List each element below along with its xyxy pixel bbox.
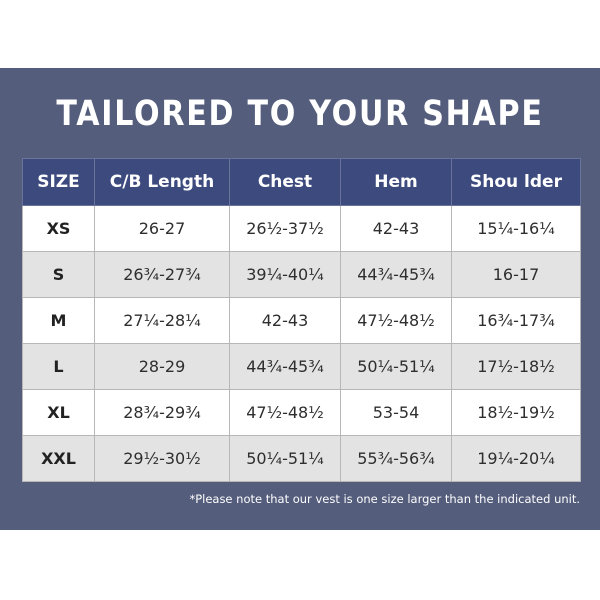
size-cell: XS: [22, 205, 95, 252]
size-cell: XL: [22, 389, 95, 436]
shoulder-cell: 16-17: [451, 251, 581, 298]
hem-cell: 42-43: [340, 205, 452, 252]
chest-cell: 42-43: [229, 297, 341, 344]
cb-length-cell: 27¼-28¼: [94, 297, 230, 344]
footnote: *Please note that our vest is one size l…: [189, 492, 580, 506]
cb-length-cell: 29½-30½: [94, 435, 230, 482]
table-row: XXL 29½-30½ 50¼-51¼ 55¾-56¾ 19¼-20¼: [22, 435, 581, 482]
chest-cell: 47½-48½: [229, 389, 341, 436]
size-cell: S: [22, 251, 95, 298]
shoulder-cell: 16¾-17¾: [451, 297, 581, 344]
chest-cell: 26½-37½: [229, 205, 341, 252]
chest-cell: 50¼-51¼: [229, 435, 341, 482]
chart-title: TAILORED TO YOUR SHAPE: [56, 94, 544, 134]
size-cell: L: [22, 343, 95, 390]
shoulder-cell: 19¼-20¼: [451, 435, 581, 482]
header-size: SIZE: [22, 158, 95, 206]
header-cb-length: C/B Length: [94, 158, 230, 206]
size-cell: M: [22, 297, 95, 344]
hem-cell: 53-54: [340, 389, 452, 436]
hem-cell: 55¾-56¾: [340, 435, 452, 482]
table-row: S 26¾-27¾ 39¼-40¼ 44¾-45¾ 16-17: [22, 251, 581, 298]
table-row: M 27¼-28¼ 42-43 47½-48½ 16¾-17¾: [22, 297, 581, 344]
size-table: SIZE C/B Length Chest Hem Shou lder XS 2…: [22, 158, 581, 482]
table-row: XS 26-27 26½-37½ 42-43 15¼-16¼: [22, 205, 581, 252]
header-shoulder: Shou lder: [451, 158, 581, 206]
shoulder-cell: 18½-19½: [451, 389, 581, 436]
table-row: XL 28¾-29¾ 47½-48½ 53-54 18½-19½: [22, 389, 581, 436]
cb-length-cell: 26-27: [94, 205, 230, 252]
cb-length-cell: 28¾-29¾: [94, 389, 230, 436]
shoulder-cell: 15¼-16¼: [451, 205, 581, 252]
size-cell: XXL: [22, 435, 95, 482]
hem-cell: 47½-48½: [340, 297, 452, 344]
chest-cell: 44¾-45¾: [229, 343, 341, 390]
cb-length-cell: 26¾-27¾: [94, 251, 230, 298]
header-chest: Chest: [229, 158, 341, 206]
header-hem: Hem: [340, 158, 452, 206]
hem-cell: 50¼-51¼: [340, 343, 452, 390]
header-row: SIZE C/B Length Chest Hem Shou lder: [22, 158, 581, 206]
chest-cell: 39¼-40¼: [229, 251, 341, 298]
cb-length-cell: 28-29: [94, 343, 230, 390]
hem-cell: 44¾-45¾: [340, 251, 452, 298]
table-row: L 28-29 44¾-45¾ 50¼-51¼ 17½-18½: [22, 343, 581, 390]
shoulder-cell: 17½-18½: [451, 343, 581, 390]
size-chart-panel: TAILORED TO YOUR SHAPE SIZE C/B Length C…: [0, 68, 600, 530]
